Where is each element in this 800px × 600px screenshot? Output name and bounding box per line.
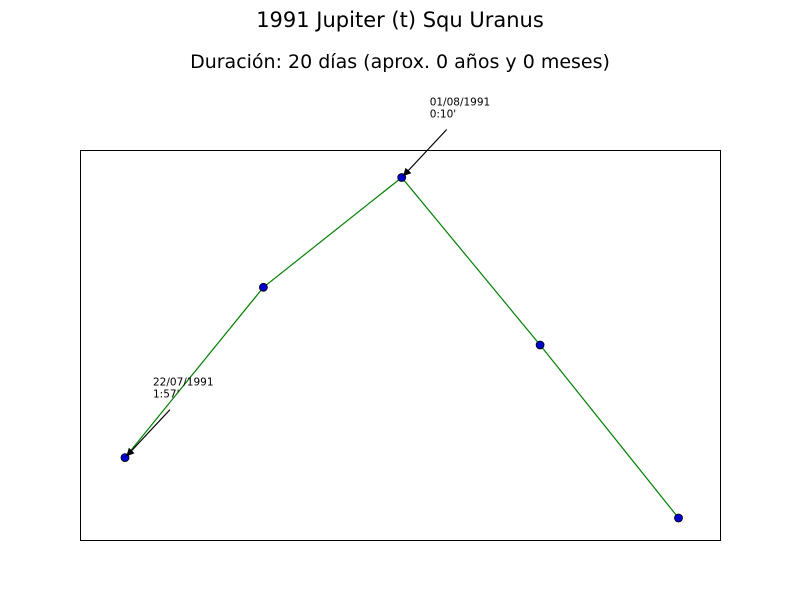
chart-title: 1991 Jupiter (t) Squ Uranus bbox=[256, 8, 544, 32]
annotation-arrow-1 bbox=[403, 129, 448, 177]
chart-subtitle: Duración: 20 días (aprox. 0 años y 0 mes… bbox=[190, 51, 610, 73]
series-line bbox=[124, 176, 679, 519]
series-layer bbox=[120, 173, 683, 523]
annotation-label-1-line-0: 01/08/1991 bbox=[430, 97, 491, 109]
data-point-1 bbox=[258, 282, 268, 292]
data-point-4 bbox=[674, 513, 683, 523]
annotation-label-0-line-1: 1:57' bbox=[153, 389, 179, 401]
annotation-arrow-0 bbox=[126, 409, 171, 457]
data-point-3 bbox=[535, 340, 545, 350]
annotation-label-0-line-0: 22/07/1991 bbox=[153, 377, 214, 389]
annotation-label-1-line-1: 0:10' bbox=[430, 109, 456, 121]
plot-area-frame bbox=[80, 150, 721, 541]
